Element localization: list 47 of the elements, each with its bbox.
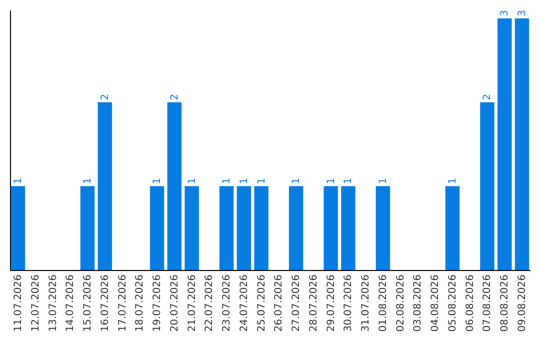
x-tick-label: 26.07.2026: [274, 274, 285, 332]
x-tick-label: 01.08.2026: [378, 274, 389, 332]
x-tick-label: 03.08.2026: [412, 274, 424, 332]
data-label: 1: [343, 178, 354, 184]
x-tick-label: 09.08.2026: [517, 274, 528, 332]
x-tick-label: 11.07.2026: [12, 274, 24, 332]
x-tick-label: 19.07.2026: [152, 274, 164, 332]
x-tick-label: 06.08.2026: [464, 274, 476, 332]
x-tick-label: 28.07.2026: [308, 274, 320, 332]
data-label: 1: [186, 178, 198, 184]
data-label: 1: [152, 178, 164, 184]
x-tick-label: 05.08.2026: [447, 274, 458, 332]
x-tick-label: 14.07.2026: [65, 274, 76, 332]
x-tick-label: 27.07.2026: [291, 274, 302, 332]
data-label: 1: [82, 178, 94, 184]
x-tick-label: 08.08.2026: [500, 274, 511, 332]
data-label: 1: [12, 178, 24, 184]
data-label: 2: [169, 94, 180, 100]
data-label: 1: [326, 178, 337, 184]
x-tick-label: 29.07.2026: [326, 274, 337, 332]
x-tick-label: 30.07.2026: [343, 274, 354, 332]
data-label: 3: [517, 10, 528, 16]
x-tick-label: 02.08.2026: [395, 274, 406, 332]
x-tick-label: 31.07.2026: [360, 274, 372, 332]
x-tick-label: 15.07.2026: [82, 274, 94, 332]
x-tick-label: 07.08.2026: [482, 274, 494, 332]
data-label: 1: [447, 178, 458, 184]
x-tick-label: 22.07.2026: [204, 274, 216, 332]
data-label: 1: [378, 178, 389, 184]
data-label: 2: [100, 94, 111, 100]
data-label: 2: [482, 94, 494, 100]
data-label: 1: [238, 178, 250, 184]
x-tick-label: 21.07.2026: [186, 274, 198, 332]
x-tick-label: 12.07.2026: [30, 274, 42, 332]
x-tick-label: 18.07.2026: [134, 274, 146, 332]
x-tick-label: 13.07.2026: [48, 274, 59, 332]
data-label: 1: [256, 178, 268, 184]
x-tick-label: 16.07.2026: [100, 274, 111, 332]
data-label: 1: [222, 178, 233, 184]
data-label: 1: [291, 178, 302, 184]
x-tick-label: 24.07.2026: [238, 274, 250, 332]
x-tick-label: 04.08.2026: [430, 274, 442, 332]
data-label: 3: [500, 10, 511, 16]
x-tick-label: 23.07.2026: [222, 274, 233, 332]
x-tick-label: 17.07.2026: [117, 274, 128, 332]
x-tick-label: 20.07.2026: [169, 274, 180, 332]
x-tick-label: 25.07.2026: [256, 274, 268, 332]
